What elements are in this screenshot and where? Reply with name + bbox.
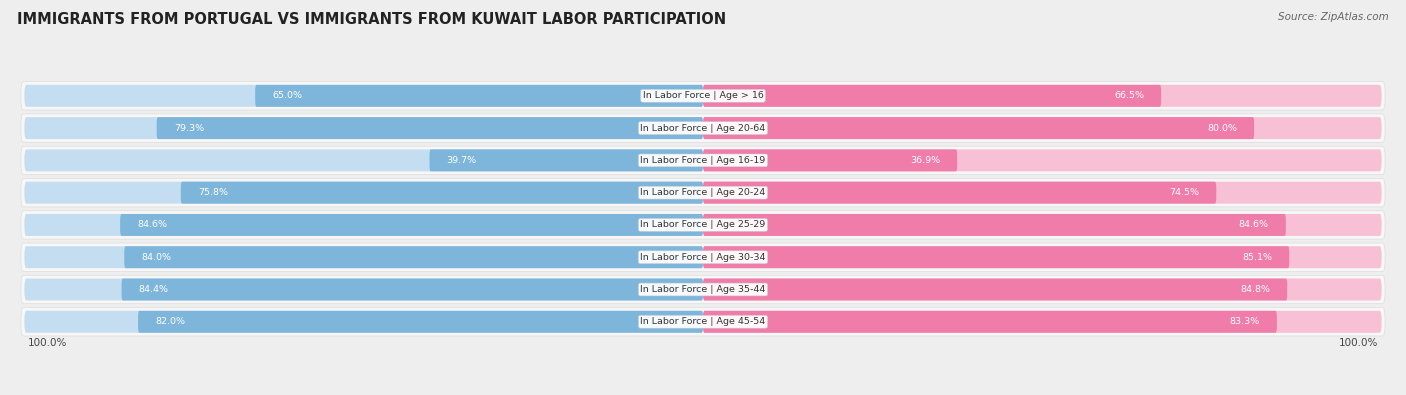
Text: 75.8%: 75.8% [198, 188, 228, 197]
FancyBboxPatch shape [703, 311, 1277, 333]
Text: In Labor Force | Age 45-54: In Labor Force | Age 45-54 [640, 317, 766, 326]
Text: In Labor Force | Age 25-29: In Labor Force | Age 25-29 [640, 220, 766, 229]
FancyBboxPatch shape [24, 85, 703, 107]
FancyBboxPatch shape [24, 278, 703, 301]
Text: In Labor Force | Age 20-64: In Labor Force | Age 20-64 [640, 124, 766, 133]
FancyBboxPatch shape [21, 308, 1385, 336]
Text: 74.5%: 74.5% [1168, 188, 1199, 197]
FancyBboxPatch shape [24, 214, 703, 236]
FancyBboxPatch shape [703, 85, 1161, 107]
FancyBboxPatch shape [181, 182, 703, 204]
Text: 82.0%: 82.0% [155, 317, 186, 326]
Text: 84.4%: 84.4% [139, 285, 169, 294]
Text: 100.0%: 100.0% [1339, 338, 1378, 348]
FancyBboxPatch shape [703, 278, 1288, 301]
FancyBboxPatch shape [21, 243, 1385, 271]
Text: 100.0%: 100.0% [28, 338, 67, 348]
FancyBboxPatch shape [21, 114, 1385, 142]
FancyBboxPatch shape [138, 311, 703, 333]
Text: 80.0%: 80.0% [1206, 124, 1237, 133]
FancyBboxPatch shape [156, 117, 703, 139]
Text: IMMIGRANTS FROM PORTUGAL VS IMMIGRANTS FROM KUWAIT LABOR PARTICIPATION: IMMIGRANTS FROM PORTUGAL VS IMMIGRANTS F… [17, 12, 725, 27]
Text: In Labor Force | Age 30-34: In Labor Force | Age 30-34 [640, 253, 766, 262]
FancyBboxPatch shape [703, 182, 1216, 204]
Text: 84.8%: 84.8% [1240, 285, 1270, 294]
FancyBboxPatch shape [124, 246, 703, 268]
Text: 65.0%: 65.0% [273, 91, 302, 100]
FancyBboxPatch shape [703, 311, 1382, 333]
FancyBboxPatch shape [703, 182, 1382, 204]
Text: Source: ZipAtlas.com: Source: ZipAtlas.com [1278, 12, 1389, 22]
Text: 84.6%: 84.6% [138, 220, 167, 229]
FancyBboxPatch shape [24, 117, 703, 139]
FancyBboxPatch shape [21, 211, 1385, 239]
FancyBboxPatch shape [121, 278, 703, 301]
Text: 85.1%: 85.1% [1241, 253, 1272, 262]
Text: In Labor Force | Age 20-24: In Labor Force | Age 20-24 [640, 188, 766, 197]
FancyBboxPatch shape [21, 179, 1385, 207]
FancyBboxPatch shape [703, 85, 1382, 107]
FancyBboxPatch shape [256, 85, 703, 107]
FancyBboxPatch shape [24, 182, 703, 204]
Text: 84.0%: 84.0% [142, 253, 172, 262]
FancyBboxPatch shape [703, 214, 1286, 236]
FancyBboxPatch shape [703, 117, 1382, 139]
Text: 84.6%: 84.6% [1239, 220, 1268, 229]
FancyBboxPatch shape [21, 82, 1385, 110]
FancyBboxPatch shape [703, 278, 1382, 301]
Text: 66.5%: 66.5% [1114, 91, 1144, 100]
Text: In Labor Force | Age 35-44: In Labor Force | Age 35-44 [640, 285, 766, 294]
FancyBboxPatch shape [703, 246, 1289, 268]
FancyBboxPatch shape [21, 146, 1385, 175]
FancyBboxPatch shape [703, 149, 1382, 171]
FancyBboxPatch shape [24, 311, 703, 333]
FancyBboxPatch shape [703, 214, 1382, 236]
FancyBboxPatch shape [24, 246, 703, 268]
FancyBboxPatch shape [429, 149, 703, 171]
FancyBboxPatch shape [21, 275, 1385, 304]
FancyBboxPatch shape [120, 214, 703, 236]
FancyBboxPatch shape [703, 246, 1382, 268]
FancyBboxPatch shape [24, 149, 703, 171]
Text: 39.7%: 39.7% [447, 156, 477, 165]
Text: In Labor Force | Age > 16: In Labor Force | Age > 16 [643, 91, 763, 100]
Text: 79.3%: 79.3% [174, 124, 204, 133]
Text: In Labor Force | Age 16-19: In Labor Force | Age 16-19 [640, 156, 766, 165]
Text: 36.9%: 36.9% [910, 156, 941, 165]
Text: 83.3%: 83.3% [1229, 317, 1260, 326]
FancyBboxPatch shape [703, 117, 1254, 139]
FancyBboxPatch shape [703, 149, 957, 171]
